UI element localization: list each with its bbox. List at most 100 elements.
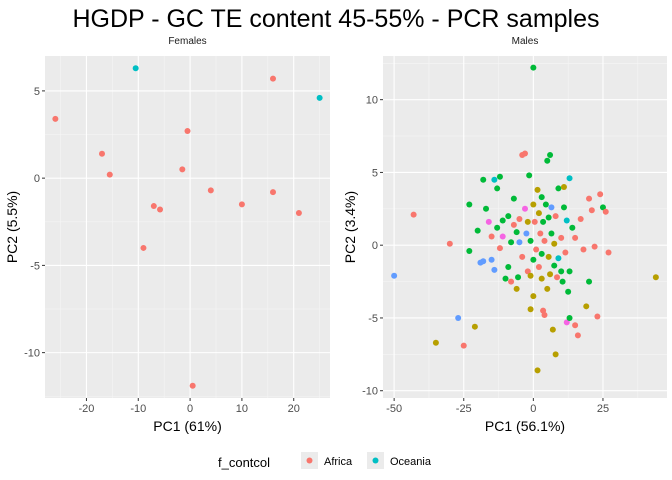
x-tick-label: 25 — [597, 403, 609, 415]
data-point — [491, 266, 498, 273]
data-point — [530, 64, 537, 71]
data-point — [502, 275, 509, 282]
data-point — [531, 218, 538, 225]
data-point — [586, 195, 593, 202]
data-point — [150, 203, 157, 210]
data-point — [551, 262, 558, 269]
data-point — [530, 201, 537, 208]
data-point — [583, 303, 590, 310]
data-point — [599, 204, 606, 211]
data-point — [544, 157, 551, 164]
data-point — [533, 246, 540, 253]
data-point — [551, 240, 558, 247]
data-point — [99, 150, 105, 157]
data-point — [558, 234, 565, 241]
data-point — [560, 183, 567, 190]
data-point — [527, 237, 534, 244]
legend-label: Africa — [324, 456, 353, 468]
y-tick-label: -10 — [24, 348, 40, 360]
data-point — [580, 246, 587, 253]
data-point — [534, 367, 541, 374]
data-point — [446, 240, 453, 247]
data-point — [597, 191, 604, 198]
data-point — [547, 151, 554, 158]
data-point — [508, 278, 515, 285]
x-axis-title: PC1 (61%) — [153, 418, 221, 434]
data-point — [524, 218, 531, 225]
data-point — [496, 173, 503, 180]
legend-marker — [372, 457, 379, 464]
data-point — [499, 233, 506, 240]
data-point — [542, 201, 549, 208]
y-tick-label: 0 — [372, 240, 378, 252]
data-point — [432, 339, 439, 346]
data-point — [540, 218, 547, 225]
data-point — [572, 234, 579, 241]
data-point — [605, 249, 612, 256]
data-point — [652, 274, 659, 281]
data-point — [516, 239, 523, 246]
chart-title: HGDP - GC TE content 45-55% - PCR sample… — [72, 5, 599, 33]
data-point — [513, 229, 520, 236]
data-point — [602, 208, 609, 215]
data-point — [140, 244, 147, 251]
females-panel: Females -20 -10 0 10 20 -10 -5 0 5 PC1 (61%) PC2 (5… — [4, 36, 330, 434]
data-point — [410, 211, 417, 218]
data-point — [52, 115, 59, 122]
data-point — [106, 171, 113, 178]
data-point — [189, 382, 196, 389]
data-point — [544, 285, 551, 292]
data-point — [505, 264, 512, 271]
data-point — [545, 253, 552, 260]
x-tick-label: 10 — [236, 403, 248, 415]
panel-strip-label: Females — [168, 36, 206, 47]
data-point — [552, 213, 559, 220]
data-point — [460, 342, 467, 349]
y-tick-label: 5 — [372, 167, 378, 179]
data-point — [586, 278, 593, 285]
data-point — [157, 206, 164, 213]
data-point — [510, 195, 517, 202]
data-point — [554, 274, 561, 281]
data-point — [184, 128, 191, 135]
data-point — [295, 210, 302, 217]
data-point — [526, 172, 533, 179]
data-point — [524, 268, 531, 275]
data-point — [515, 274, 522, 281]
data-point — [474, 227, 481, 234]
data-point — [480, 258, 487, 265]
x-tick-label: -20 — [79, 403, 95, 415]
x-tick-label: -50 — [386, 403, 402, 415]
y-axis-title: PC2 (3.4%) — [342, 191, 358, 263]
data-point — [505, 213, 512, 220]
x-axis-title: PC1 (56.1%) — [485, 418, 565, 434]
x-tick-label: 20 — [288, 403, 300, 415]
plot-background — [45, 56, 330, 398]
data-point — [522, 205, 528, 212]
data-point — [519, 253, 526, 260]
data-point — [270, 189, 276, 196]
data-point — [527, 272, 534, 279]
data-point — [471, 323, 478, 330]
data-point — [480, 176, 487, 183]
data-point — [316, 94, 323, 101]
data-point — [541, 237, 548, 244]
data-point — [545, 214, 552, 221]
y-tick-label: -5 — [30, 260, 40, 272]
y-tick-label: -10 — [362, 386, 378, 398]
y-tick-label: -5 — [368, 313, 378, 325]
data-point — [535, 210, 542, 217]
data-point — [496, 245, 503, 252]
data-point — [527, 306, 534, 313]
data-point — [132, 65, 139, 72]
data-point — [483, 205, 490, 212]
data-point — [391, 272, 398, 279]
data-point — [555, 255, 562, 262]
data-point — [522, 150, 528, 157]
x-tick-label: 0 — [187, 403, 193, 415]
data-point — [547, 271, 554, 278]
data-point — [548, 230, 555, 237]
data-point — [563, 217, 570, 224]
legend: f_contcol Africa Oceania — [218, 452, 432, 470]
